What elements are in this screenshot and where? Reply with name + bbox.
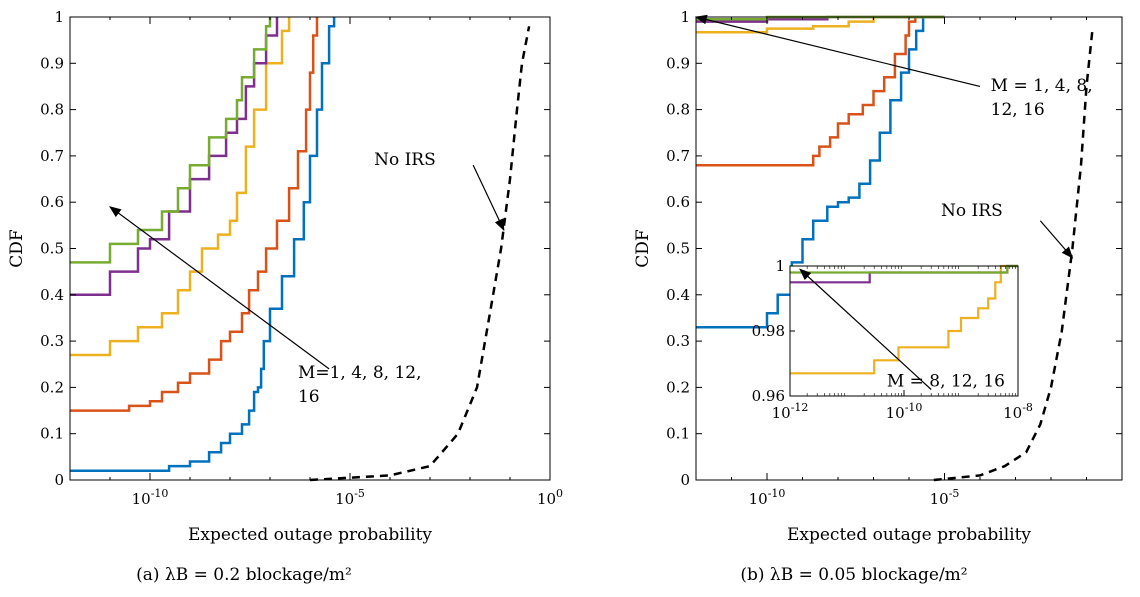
panel-a-series-0-line xyxy=(70,17,336,472)
panel-b-inset: 0.96 0.98 1 10-12 10-10 10-8 M = 8, 12, 16 xyxy=(752,257,1033,422)
panel-b-annotation-0-label: M = 1, 4, 8, xyxy=(991,76,1093,96)
panel-a-ytick-label: 0 xyxy=(54,471,64,489)
panel-b-ytick-label: 0.3 xyxy=(666,332,690,350)
panel-b-inset-series-0-line xyxy=(790,264,1018,375)
panel-a-series-1-line xyxy=(70,17,319,412)
panel-a-ytick-label: 0.8 xyxy=(40,101,64,119)
panel-b-chart: 0 0.1 0.2 0.3 0.4 0.5 0.6 0.7 0.8 0.9 1 10-10 10-5 Ex… xyxy=(633,8,1123,545)
panel-b-ytick-label: 0.5 xyxy=(666,240,690,258)
panel-a-ylabel: CDF xyxy=(7,229,27,268)
panel-b-ytick-label: 0.9 xyxy=(666,54,690,72)
panel-b-xtick-label: 10-5 xyxy=(930,487,960,508)
panel-a-series-2-line xyxy=(70,17,291,357)
panel-a-ytick-label: 0.4 xyxy=(40,286,64,304)
panel-a-series-5-line xyxy=(309,26,531,482)
panel-a-annotation-0-label: M=1, 4, 8, 12, xyxy=(298,363,422,383)
panel-b-ytick-label: 0.7 xyxy=(666,147,690,165)
panel-a-xlabel: Expected outage probability xyxy=(188,525,432,545)
panel-b-annotation-1-arrow xyxy=(1039,220,1074,259)
panel-b-ytick-label: 1 xyxy=(680,8,690,26)
panel-b-ytick-label: 0 xyxy=(680,471,690,489)
panel-b-inset-ytick-label: 1 xyxy=(775,257,785,275)
panel-a-series-4-line xyxy=(70,17,272,264)
panel-b-inset-annotation-arrow xyxy=(799,268,932,390)
panel-b-inset-xtick-label: 10-12 xyxy=(772,401,809,422)
panel-b-ylabel: CDF xyxy=(633,229,653,268)
panel-a-ytick-label: 0.5 xyxy=(40,240,64,258)
panel-a-annotation-0-arrow xyxy=(109,206,330,370)
panel-a-caption: (a) λB = 0.2 blockage/m² xyxy=(136,565,352,585)
panel-b-ytick-label: 0.6 xyxy=(666,193,690,211)
panel-a-ytick-label: 0.9 xyxy=(40,54,64,72)
panel-b-inset-xtick-label: 10-8 xyxy=(1003,401,1033,422)
panel-b-inset-annotation-label: M = 8, 12, 16 xyxy=(887,371,1005,391)
panel-b-xlabel: Expected outage probability xyxy=(787,525,1031,545)
panel-a-ytick-label: 1 xyxy=(54,8,64,26)
panel-a-xtick-label: 100 xyxy=(537,487,563,508)
panel-b-series-1-line xyxy=(696,17,917,167)
panel-a-xtick-label: 10-10 xyxy=(132,487,169,508)
panel-a-ytick-label: 0.2 xyxy=(40,378,64,396)
panel-a-ytick-label: 0.1 xyxy=(40,425,64,443)
panel-a-ytick-label: 0.6 xyxy=(40,193,64,211)
panel-a-annotation-0-label-line2: 16 xyxy=(298,387,320,407)
panel-b-ytick-label: 0.1 xyxy=(666,425,690,443)
panel-b-xtick-label: 10-10 xyxy=(749,487,786,508)
panel-b-series-0-line xyxy=(696,17,925,329)
panel-b-ytick-label: 0.8 xyxy=(666,101,690,119)
panel-b-inset-xtick-label: 10-10 xyxy=(886,401,923,422)
panel-a-ytick-label: 0.3 xyxy=(40,332,64,350)
panel-b-inset-ytick-label: 0.98 xyxy=(752,322,785,340)
panel-a-ytick-label: 0.7 xyxy=(40,147,64,165)
panel-a-chart: 0 0.1 0.2 0.3 0.4 0.5 0.6 0.7 0.8 0.9 1 10-10 10-5 10… xyxy=(7,8,563,545)
panel-b-series-5-line xyxy=(933,26,1095,482)
panel-b-annotation-0-arrow xyxy=(694,14,981,88)
panel-b-caption: (b) λB = 0.05 blockage/m² xyxy=(740,565,967,585)
panel-a-annotation-1-arrow xyxy=(472,164,505,232)
panel-a-xtick-label: 10-5 xyxy=(335,487,365,508)
panel-b-ytick-label: 0.4 xyxy=(666,286,690,304)
panel-b-annotation-0-label-line2: 12, 16 xyxy=(991,100,1045,120)
panel-b-annotation-1-label: No IRS xyxy=(941,201,1003,221)
panel-a-annotation-1-label: No IRS xyxy=(374,150,436,170)
panel-b-ytick-label: 0.2 xyxy=(666,378,690,396)
panel-b-inset-ytick-label: 0.96 xyxy=(752,387,785,405)
